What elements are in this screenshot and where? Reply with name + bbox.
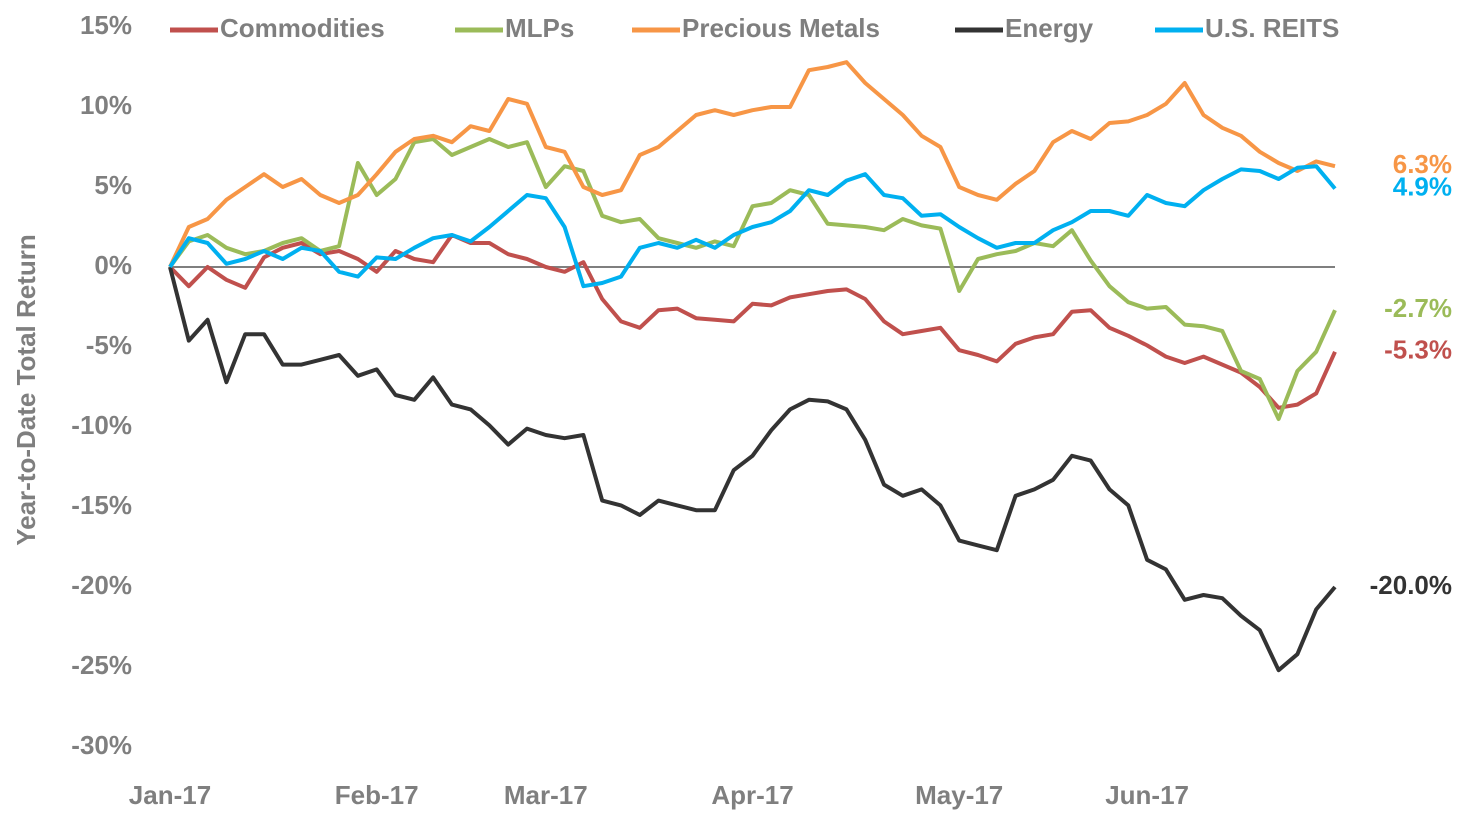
series-line xyxy=(168,233,1337,410)
y-tick-label: 0% xyxy=(94,250,132,280)
end-label: 6.3% xyxy=(1393,149,1452,179)
y-tick-label: -20% xyxy=(71,570,132,600)
legend-label: Precious Metals xyxy=(682,13,880,43)
end-label: -2.7% xyxy=(1384,293,1452,323)
y-tick-label: -10% xyxy=(71,410,132,440)
x-tick-label: Jun-17 xyxy=(1105,780,1189,810)
end-label: -5.3% xyxy=(1384,335,1452,365)
y-tick-label: 5% xyxy=(94,170,132,200)
x-tick-label: Apr-17 xyxy=(711,780,793,810)
x-tick-label: Feb-17 xyxy=(335,780,419,810)
x-tick-label: Mar-17 xyxy=(504,780,588,810)
series-line xyxy=(168,137,1337,421)
y-tick-label: -15% xyxy=(71,490,132,520)
y-tick-label: -30% xyxy=(71,730,132,760)
y-tick-label: -5% xyxy=(86,330,132,360)
y-tick-label: -25% xyxy=(71,650,132,680)
y-axis-label: Year-to-Date Total Return xyxy=(11,234,41,546)
legend-label: Commodities xyxy=(220,13,385,43)
legend-label: Energy xyxy=(1005,13,1094,43)
y-tick-label: 15% xyxy=(80,10,132,40)
x-tick-label: Jan-17 xyxy=(129,780,211,810)
legend-label: U.S. REITS xyxy=(1205,13,1339,43)
legend-label: MLPs xyxy=(505,13,574,43)
end-label: 4.9% xyxy=(1393,171,1452,201)
series-line xyxy=(168,164,1337,289)
end-label: -20.0% xyxy=(1370,570,1452,600)
y-tick-label: 10% xyxy=(80,90,132,120)
series-line xyxy=(168,266,1337,673)
series-line xyxy=(168,60,1336,268)
x-tick-label: May-17 xyxy=(915,780,1003,810)
